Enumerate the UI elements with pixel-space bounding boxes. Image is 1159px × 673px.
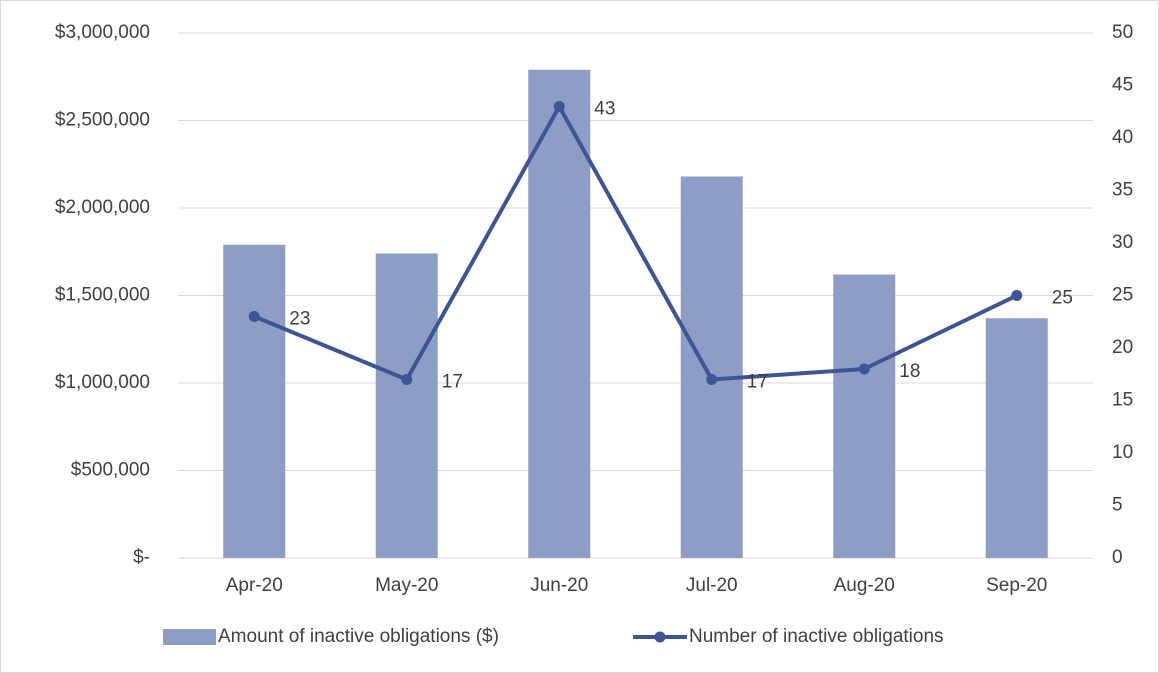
x-tick-label: Sep-20 (986, 575, 1047, 596)
y2-tick-label: 40 (1112, 127, 1133, 148)
x-tick-label: May-20 (375, 575, 438, 596)
line-point (858, 363, 870, 375)
y2-tick-label: 5 (1112, 495, 1123, 516)
y2-tick-label: 15 (1112, 390, 1133, 411)
y2-tick-label: 25 (1112, 285, 1133, 306)
line-point (553, 101, 565, 112)
x-tick-label: Jul-20 (686, 575, 738, 596)
bar (833, 274, 896, 558)
data-label: 25 (1052, 288, 1073, 309)
y-tick-label: $2,000,000 (55, 197, 150, 218)
data-label: 18 (899, 361, 920, 382)
data-label: 17 (442, 372, 463, 393)
y2-tick-label: 20 (1112, 337, 1133, 358)
y2-tick-label: 10 (1112, 442, 1133, 463)
y-tick-label: $1,000,000 (55, 372, 150, 393)
y2-tick-label: 50 (1112, 22, 1133, 43)
bar (528, 69, 591, 558)
y-tick-label: $3,000,000 (55, 22, 150, 43)
y2-tick-label: 35 (1112, 180, 1133, 201)
legend-label: Number of inactive obligations (689, 626, 944, 647)
data-label: 17 (747, 372, 768, 393)
y2-tick-label: 30 (1112, 232, 1133, 253)
y-tick-label: $500,000 (71, 460, 150, 481)
x-tick-label: Aug-20 (834, 575, 895, 596)
bar (680, 176, 743, 558)
legend-label: Amount of inactive obligations ($) (218, 626, 499, 647)
line-point (1011, 290, 1023, 301)
y-tick-label: $- (133, 547, 150, 568)
x-tick-label: Jun-20 (530, 575, 588, 596)
data-label: 43 (594, 99, 615, 120)
data-label: 23 (289, 309, 310, 330)
line-point (706, 374, 718, 385)
bar (985, 318, 1048, 558)
y-tick-label: $2,500,000 (55, 110, 150, 131)
line (253, 104, 1018, 382)
x-tick-label: Apr-20 (226, 575, 283, 596)
y2-tick-label: 0 (1112, 547, 1123, 568)
legend-swatch (163, 629, 216, 645)
legend-swatch (654, 631, 666, 643)
line-point (248, 311, 260, 322)
line-point (401, 374, 413, 385)
bar (223, 244, 286, 558)
y-tick-label: $1,500,000 (55, 285, 150, 306)
y2-tick-label: 45 (1112, 75, 1133, 96)
bar (375, 253, 438, 558)
